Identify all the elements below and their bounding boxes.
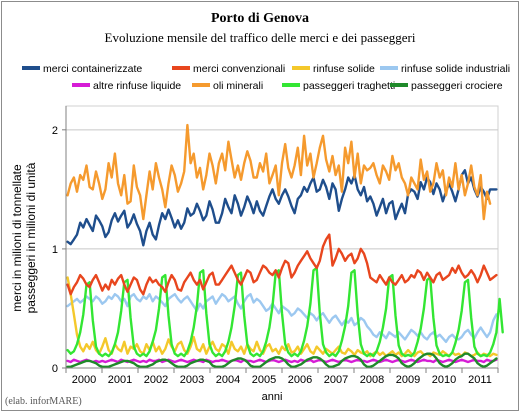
legend-label: rinfuse solide industriali [401, 63, 510, 75]
x-tick-label: 2004 [216, 374, 240, 386]
x-tick-label: 2003 [180, 374, 204, 386]
legend-label: altre rinfuse liquide [93, 80, 181, 92]
x-tick-label: 2000 [72, 374, 96, 386]
legend-label: merci convenzionali [193, 63, 285, 75]
y-tick-label: 2 [52, 125, 58, 137]
x-tick-label: 2009 [396, 374, 420, 386]
y-ticks: 0 1 2 [52, 125, 66, 375]
x-tick-label: 2008 [360, 374, 384, 386]
credit-note: (elab. inforMARE) [5, 396, 82, 407]
series-line-altre-rinfuse-liquide [66, 358, 498, 364]
y-axis-label-line2: passeggeri in milioni di unità [24, 162, 38, 313]
x-tick-label: 2002 [144, 374, 168, 386]
series-layer [66, 123, 504, 368]
y-tick-label: 1 [52, 244, 58, 256]
y-axis-label-line1: merci in milioni di tonnellate [10, 164, 24, 312]
legend-label: oli minerali [213, 80, 263, 92]
legend: merci containerizzate merci convenzionali… [22, 63, 510, 92]
legend-label: passeggeri crociere [411, 80, 503, 92]
series-line-oli-minerali [66, 123, 492, 221]
chart-title: Porto di Genova [211, 11, 309, 26]
x-axis-label: anni [262, 391, 283, 403]
x-tick-label: 2005 [252, 374, 276, 386]
x-tick-label: 2001 [108, 374, 132, 386]
legend-label: passeggeri traghetti [303, 80, 395, 92]
chart-subtitle: Evoluzione mensile del traffico delle me… [105, 30, 416, 45]
x-tick-label: 2011 [468, 374, 492, 386]
gridlines [66, 129, 498, 250]
series-line-passeggeri-crociere [66, 352, 498, 368]
x-tick-label: 2007 [324, 374, 348, 386]
legend-label: merci containerizzate [43, 63, 142, 75]
x-tick-label: 2006 [288, 374, 312, 386]
series-line-merci-containerizzate [66, 169, 498, 247]
x-tick-label: 2010 [432, 374, 456, 386]
legend-label: rinfuse solide [313, 63, 375, 75]
y-tick-label: 0 [52, 363, 58, 375]
series-line-merci-convenzionali [66, 233, 498, 296]
x-ticks: 2000 2001 2002 2003 2004 2005 2006 2007 2008 2009… [65, 368, 499, 386]
